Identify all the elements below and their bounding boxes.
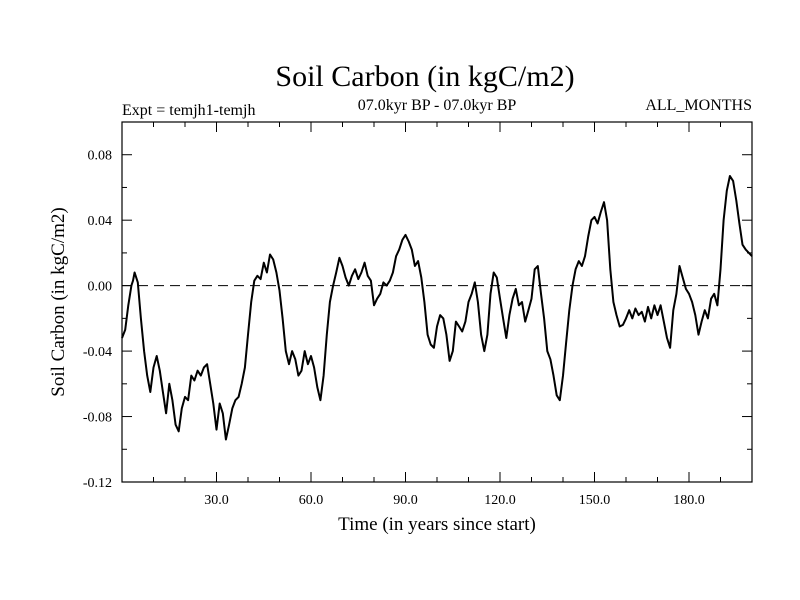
y-tick-label: 0.08 [88,149,113,164]
soil-carbon-series-line [121,175,753,441]
y-tick-label: -0.04 [83,345,112,360]
x-tick-label: 30.0 [204,493,229,508]
chart-title: Soil Carbon (in kgC/m2) [275,60,574,93]
y-tick-label: -0.08 [83,411,112,426]
plot-frame [121,121,753,483]
x-tick-label: 90.0 [393,493,418,508]
y-tick-label: -0.12 [83,476,112,491]
x-tick-label: 120.0 [484,493,516,508]
axis-ticks: 30.0 60.0 90.0 120.0 150.0 180.0 -0.12 -0.08 -0.… [83,122,752,508]
y-tick-label: 0.04 [88,214,113,229]
experiment-label: Expt = temjh1-temjh [122,102,255,119]
y-tick-label: 0.00 [88,280,113,295]
x-tick-label: 60.0 [299,493,324,508]
time-range-label: 07.0kyr BP - 07.0kyr BP [358,97,517,114]
x-tick-label: 150.0 [579,493,611,508]
y-axis-label: Soil Carbon (in kgC/m2) [48,207,69,396]
x-axis-label: Time (in years since start) [338,514,536,535]
months-label: ALL_MONTHS [645,97,752,114]
x-tick-label: 180.0 [673,493,705,508]
